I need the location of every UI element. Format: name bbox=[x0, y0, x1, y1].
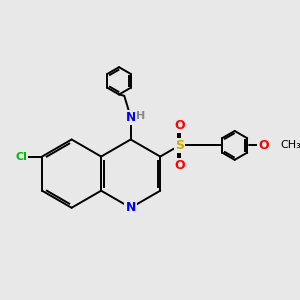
Text: N: N bbox=[125, 201, 136, 214]
Text: H: H bbox=[136, 111, 145, 121]
Text: O: O bbox=[174, 159, 185, 172]
Text: S: S bbox=[175, 139, 184, 152]
Text: O: O bbox=[258, 139, 269, 152]
Text: N: N bbox=[125, 111, 136, 124]
Text: O: O bbox=[174, 119, 185, 132]
Text: CH₃: CH₃ bbox=[280, 140, 300, 150]
Text: Cl: Cl bbox=[15, 152, 27, 162]
